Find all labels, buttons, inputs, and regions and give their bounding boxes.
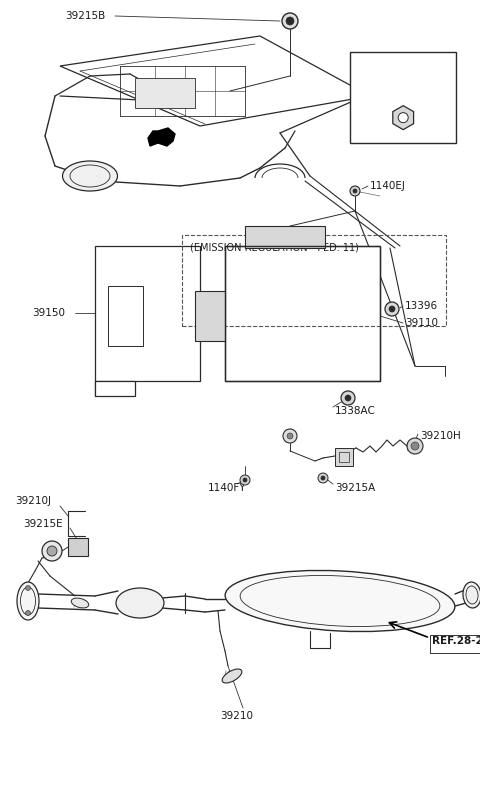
Text: 39210: 39210 [220,711,253,721]
Polygon shape [148,128,175,146]
Text: REF.28-286A: REF.28-286A [432,636,480,646]
Bar [182,235,446,326]
Circle shape [398,113,408,123]
Circle shape [353,189,357,193]
Circle shape [407,438,423,454]
Bar [245,226,325,248]
Circle shape [25,611,31,615]
Bar [135,78,195,108]
Circle shape [286,17,294,25]
Ellipse shape [116,588,164,618]
Ellipse shape [222,669,242,683]
Bar [225,246,380,381]
Bar [335,448,353,466]
Circle shape [341,391,355,405]
Ellipse shape [62,161,118,191]
Circle shape [389,306,395,312]
Text: 39210H: 39210H [420,431,461,441]
Ellipse shape [71,598,89,608]
Bar [68,538,88,556]
Text: 39215A: 39215A [335,483,375,493]
Circle shape [411,442,419,450]
Circle shape [283,429,297,443]
Circle shape [345,395,351,401]
Circle shape [385,302,399,316]
Text: (EMISSION REGULATION - FED. 11): (EMISSION REGULATION - FED. 11) [191,243,359,253]
Text: 13396: 13396 [405,301,438,311]
Circle shape [282,13,298,29]
Bar [195,291,225,341]
Circle shape [240,475,250,485]
Text: 39110: 39110 [405,318,438,328]
Circle shape [321,476,325,480]
Bar [225,246,380,381]
Bar [108,286,143,346]
Text: 1338AC: 1338AC [335,406,376,416]
Circle shape [42,541,62,561]
Bar [95,381,135,396]
Text: 39215E: 39215E [23,519,62,529]
Circle shape [25,586,31,591]
Text: 1140FY: 1140FY [208,483,247,493]
Circle shape [243,478,247,482]
Circle shape [318,473,328,483]
Bar [350,52,456,143]
Circle shape [350,186,360,196]
Ellipse shape [225,571,455,631]
Bar [430,635,480,653]
Text: 1327AC: 1327AC [383,63,424,73]
Bar [95,246,200,381]
Text: 39210J: 39210J [15,496,51,506]
Circle shape [287,433,293,439]
Circle shape [47,546,57,556]
Bar [339,452,349,462]
Ellipse shape [463,582,480,608]
Ellipse shape [17,582,39,620]
Text: 1140EJ: 1140EJ [370,181,406,191]
Text: 39150: 39150 [32,308,65,318]
Text: 39215B: 39215B [65,11,105,21]
